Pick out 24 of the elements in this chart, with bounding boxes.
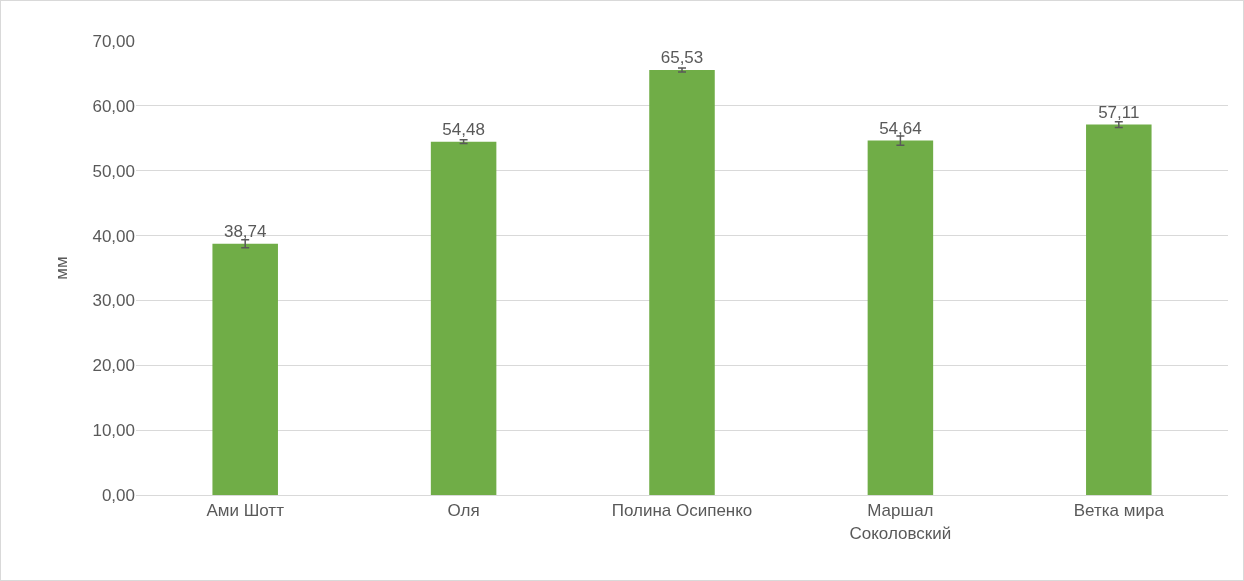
y-tick-label: 70,00	[92, 31, 135, 51]
data-label: 65,53	[660, 47, 704, 67]
y-axis-title: мм	[52, 256, 71, 280]
y-tick-label: 60,00	[92, 96, 135, 116]
data-label: 38,74	[223, 221, 267, 241]
bar	[649, 69, 715, 495]
bar	[212, 243, 278, 495]
bar	[430, 141, 497, 495]
y-tick-label: 0,00	[101, 485, 135, 505]
x-tick-label: Оля	[447, 501, 480, 521]
x-tick-label: Ветка мира	[1073, 501, 1165, 521]
x-tick-label: Ами Шотт	[206, 501, 285, 521]
y-tick-label: 10,00	[92, 421, 135, 441]
y-tick-label: 20,00	[92, 356, 135, 376]
x-tick-label: Полина Осипенко	[611, 501, 753, 521]
data-label: 57,11	[1098, 102, 1140, 122]
y-tick-label: 40,00	[92, 226, 135, 246]
y-tick-label: 30,00	[92, 291, 135, 311]
bar	[867, 140, 934, 495]
data-label: 54,48	[442, 119, 485, 139]
data-label: 54,64	[879, 118, 922, 138]
y-tick-label: 50,00	[92, 161, 135, 181]
x-tick-label: Маршал Соколовский	[849, 501, 952, 543]
bar	[1086, 124, 1152, 495]
